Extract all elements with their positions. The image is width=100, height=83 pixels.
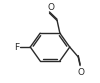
Text: O: O [78,68,85,77]
Text: O: O [47,3,54,12]
Text: F: F [14,43,19,52]
